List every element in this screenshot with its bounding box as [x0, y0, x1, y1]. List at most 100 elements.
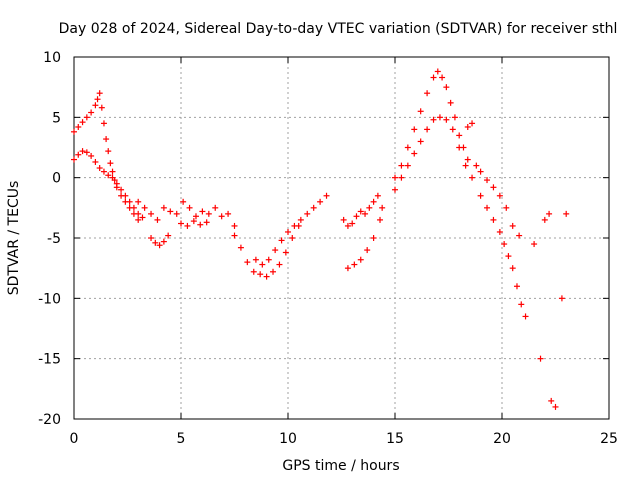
data-point: [362, 210, 369, 217]
data-point: [212, 204, 219, 211]
data-point: [103, 136, 110, 143]
data-point: [289, 235, 296, 241]
data-point: [451, 114, 458, 121]
data-point: [304, 210, 311, 217]
data-point: [180, 198, 187, 205]
data-point: [278, 237, 285, 244]
data-point: [456, 144, 463, 151]
data-point: [272, 247, 279, 254]
data-point: [464, 156, 471, 163]
data-point: [430, 74, 437, 81]
data-point: [203, 219, 210, 226]
x-tick-label: 20: [493, 431, 511, 447]
data-point: [105, 148, 112, 155]
axis-ticks: [73, 56, 610, 420]
data-point: [469, 174, 476, 181]
data-point: [105, 172, 112, 179]
data-point: [160, 204, 167, 211]
data-point: [522, 313, 529, 320]
data-point: [310, 204, 317, 211]
data-point: [509, 222, 516, 229]
x-axis-label: GPS time / hours: [282, 458, 399, 474]
data-point: [291, 222, 298, 229]
data-point: [109, 174, 116, 181]
data-point: [462, 162, 469, 169]
data-point: [548, 397, 555, 404]
data-point: [439, 74, 446, 81]
data-point: [392, 186, 398, 193]
data-point: [88, 152, 95, 159]
data-point: [148, 235, 155, 241]
data-point: [357, 256, 364, 263]
data-point: [167, 208, 174, 215]
data-point: [496, 192, 503, 199]
data-point: [152, 239, 159, 246]
grid: [74, 57, 609, 419]
data-point: [344, 222, 351, 229]
data-point: [154, 216, 161, 223]
data-point: [250, 268, 257, 275]
data-point: [71, 156, 77, 163]
data-point: [148, 210, 155, 217]
data-point: [424, 90, 431, 97]
data-point: [392, 174, 398, 181]
data-point: [436, 114, 443, 121]
data-point: [126, 198, 133, 205]
data-point: [135, 210, 142, 217]
data-point: [259, 261, 266, 268]
data-point: [351, 261, 358, 268]
data-point: [113, 180, 120, 187]
data-point: [411, 126, 418, 133]
data-point: [443, 84, 450, 91]
data-point: [83, 114, 90, 121]
data-point: [434, 68, 441, 75]
data-point: [88, 109, 95, 116]
data-point: [218, 213, 225, 220]
data-point: [484, 177, 491, 184]
data-point: [178, 220, 184, 227]
y-tick-label: 5: [52, 110, 61, 126]
data-point: [100, 120, 107, 127]
data-point: [552, 403, 559, 410]
data-point: [197, 221, 204, 228]
data-point: [244, 259, 251, 266]
y-tick-label: -5: [47, 231, 61, 247]
data-point: [344, 265, 351, 272]
data-point: [237, 244, 244, 251]
data-point: [141, 204, 148, 211]
data-point: [184, 222, 191, 229]
x-tick-label: 0: [70, 431, 79, 447]
data-point: [505, 253, 512, 260]
data-point: [541, 216, 548, 223]
data-point: [165, 232, 172, 239]
data-point: [75, 123, 82, 130]
data-point: [477, 192, 484, 199]
data-point: [469, 120, 476, 127]
data-point: [377, 216, 384, 223]
data-point: [71, 128, 77, 135]
data-point: [231, 222, 238, 229]
data-point: [353, 213, 360, 220]
data-point: [190, 218, 197, 225]
data-point: [130, 204, 137, 211]
data-point: [135, 198, 142, 205]
data-point: [496, 228, 503, 235]
data-point: [411, 150, 418, 157]
data-point: [404, 144, 411, 151]
data-point: [398, 162, 405, 169]
y-tick-label: -20: [38, 412, 61, 428]
data-point: [424, 126, 431, 133]
data-point: [94, 96, 101, 103]
data-point: [349, 220, 356, 227]
data-point: [276, 261, 283, 268]
data-point: [79, 119, 86, 126]
data-point: [546, 210, 553, 217]
data-point: [199, 208, 206, 215]
data-point: [160, 238, 167, 245]
data-point: [122, 192, 129, 199]
data-point: [100, 168, 107, 175]
data-point: [107, 160, 114, 167]
data-point: [92, 102, 99, 109]
data-point: [96, 90, 103, 97]
data-point: [263, 273, 270, 280]
